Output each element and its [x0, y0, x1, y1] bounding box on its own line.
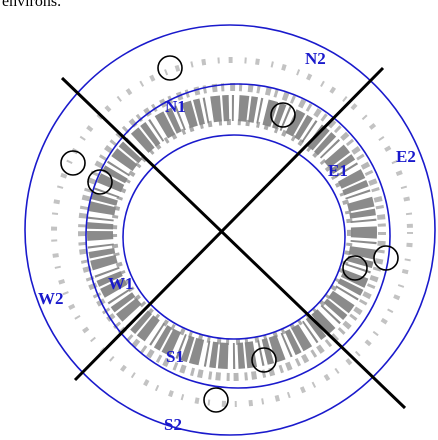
region-label: W2: [38, 289, 64, 308]
marker: [251, 347, 277, 373]
rings: [24, 24, 436, 436]
region-label: S2: [164, 415, 182, 434]
marker: [157, 55, 183, 81]
region-label: N2: [305, 49, 326, 68]
dividers: [60, 66, 407, 410]
divider: [73, 66, 385, 382]
region-label: W1: [108, 274, 134, 293]
outer-ring: [24, 24, 436, 436]
region-label: S1: [166, 347, 184, 366]
region-label: N1: [165, 97, 186, 116]
middle-ring: [85, 83, 391, 389]
texture: [51, 57, 413, 407]
marker: [373, 245, 399, 271]
marker: [60, 150, 86, 176]
marker: [270, 102, 296, 128]
markers: [60, 55, 399, 413]
divider: [60, 76, 407, 410]
region-label: E2: [396, 147, 416, 166]
inner-ring: [122, 134, 346, 340]
region-label: E1: [328, 161, 348, 180]
caption-fragment: environs.: [2, 0, 61, 10]
marker: [203, 387, 229, 413]
marker: [87, 169, 113, 195]
marker: [342, 255, 368, 281]
